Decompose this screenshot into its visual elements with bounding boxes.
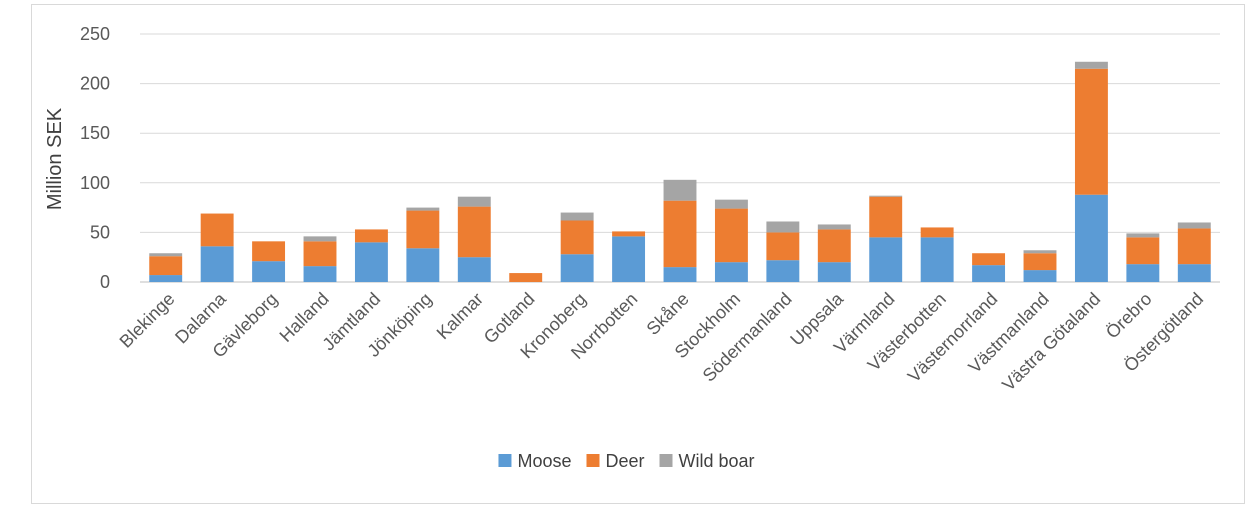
bar-segment-moose [560, 254, 594, 282]
bar-segment-moose [149, 275, 183, 282]
y-tick-label: 150 [80, 123, 110, 143]
bar-segment-wild-boar [1126, 233, 1160, 238]
bar-segment-moose [972, 265, 1006, 282]
bar-segment-deer [509, 273, 543, 282]
bar-segment-deer [560, 220, 594, 255]
y-axis-label: Million SEK [44, 107, 66, 210]
bar-segment-deer [663, 200, 697, 268]
bar-segment-wild-boar [869, 195, 903, 197]
y-tick-label: 0 [100, 272, 110, 292]
bar-segment-moose [1074, 194, 1108, 282]
bar-segment-moose [1023, 270, 1057, 282]
bar-segment-deer [817, 229, 851, 263]
bar-segment-deer [149, 256, 183, 276]
bars [149, 61, 1211, 282]
x-tick-label: Södermanland [699, 289, 796, 386]
y-tick-label: 50 [90, 222, 110, 242]
bar-segment-deer [920, 227, 954, 238]
x-tick-label: Skåne [643, 289, 693, 339]
bar-segment-moose [817, 262, 851, 282]
legend-label-deer: Deer [605, 451, 644, 471]
bar-segment-wild-boar [457, 196, 491, 207]
bar-segment-wild-boar [766, 221, 800, 233]
y-axis-ticks: 0 50 100 150 200 250 [80, 24, 110, 292]
bar-segment-deer [972, 253, 1006, 266]
bar-segment-deer [1074, 68, 1108, 195]
y-tick-label: 200 [80, 74, 110, 94]
bar-segment-wild-boar [1074, 61, 1108, 69]
x-tick-label: Kalmar [433, 289, 487, 343]
bar-segment-wild-boar [663, 179, 697, 201]
bar-segment-deer [869, 196, 903, 238]
bar-segment-wild-boar [560, 212, 594, 221]
bar-segment-deer [252, 241, 286, 262]
bar-segment-deer [200, 213, 234, 247]
bar-segment-deer [766, 232, 800, 261]
bar-segment-deer [612, 231, 646, 237]
bar-segment-moose [406, 248, 440, 282]
x-axis-ticks: BlekingeDalarnaGävleborgHallandJämtlandJ… [116, 288, 1208, 395]
bar-segment-moose [457, 257, 491, 282]
bar-segment-deer [1126, 237, 1160, 265]
bar-segment-wild-boar [1177, 222, 1211, 229]
x-tick-label: Blekinge [116, 289, 179, 352]
bar-segment-moose [766, 260, 800, 282]
legend-label-moose: Moose [517, 451, 571, 471]
y-tick-label: 250 [80, 24, 110, 44]
bar-segment-moose [869, 237, 903, 282]
y-tick-label: 100 [80, 173, 110, 193]
legend: Moose Deer Wild boar [498, 451, 755, 471]
bar-segment-wild-boar [817, 224, 851, 230]
bar-segment-moose [612, 236, 646, 282]
bar-segment-moose [663, 267, 697, 282]
legend-swatch-wild-boar [659, 454, 673, 467]
legend-label-wild-boar: Wild boar [679, 451, 755, 471]
bar-segment-wild-boar [406, 207, 440, 211]
bar-segment-deer [1023, 253, 1057, 271]
bar-segment-deer [457, 206, 491, 258]
bar-segment-moose [252, 261, 286, 282]
bar-segment-moose [354, 242, 388, 282]
bar-segment-wild-boar [1023, 250, 1057, 254]
legend-swatch-moose [498, 454, 512, 467]
bar-segment-moose [1126, 264, 1160, 282]
bar-segment-moose [714, 262, 748, 282]
bar-segment-moose [303, 266, 337, 282]
x-tick-label: Västernorrland [904, 289, 1002, 387]
bar-segment-wild-boar [714, 199, 748, 209]
bar-segment-deer [406, 210, 440, 249]
bar-segment-moose [1177, 264, 1211, 282]
bar-segment-wild-boar [303, 236, 337, 242]
legend-swatch-deer [586, 454, 600, 467]
bar-segment-deer [714, 208, 748, 263]
bar-segment-deer [303, 241, 337, 267]
bar-segment-moose [200, 246, 234, 282]
x-tick-label: Västra Götaland [998, 289, 1104, 395]
bar-segment-deer [1177, 228, 1211, 265]
bar-segment-wild-boar [149, 253, 183, 257]
bar-segment-moose [920, 237, 954, 282]
bar-segment-deer [354, 229, 388, 243]
